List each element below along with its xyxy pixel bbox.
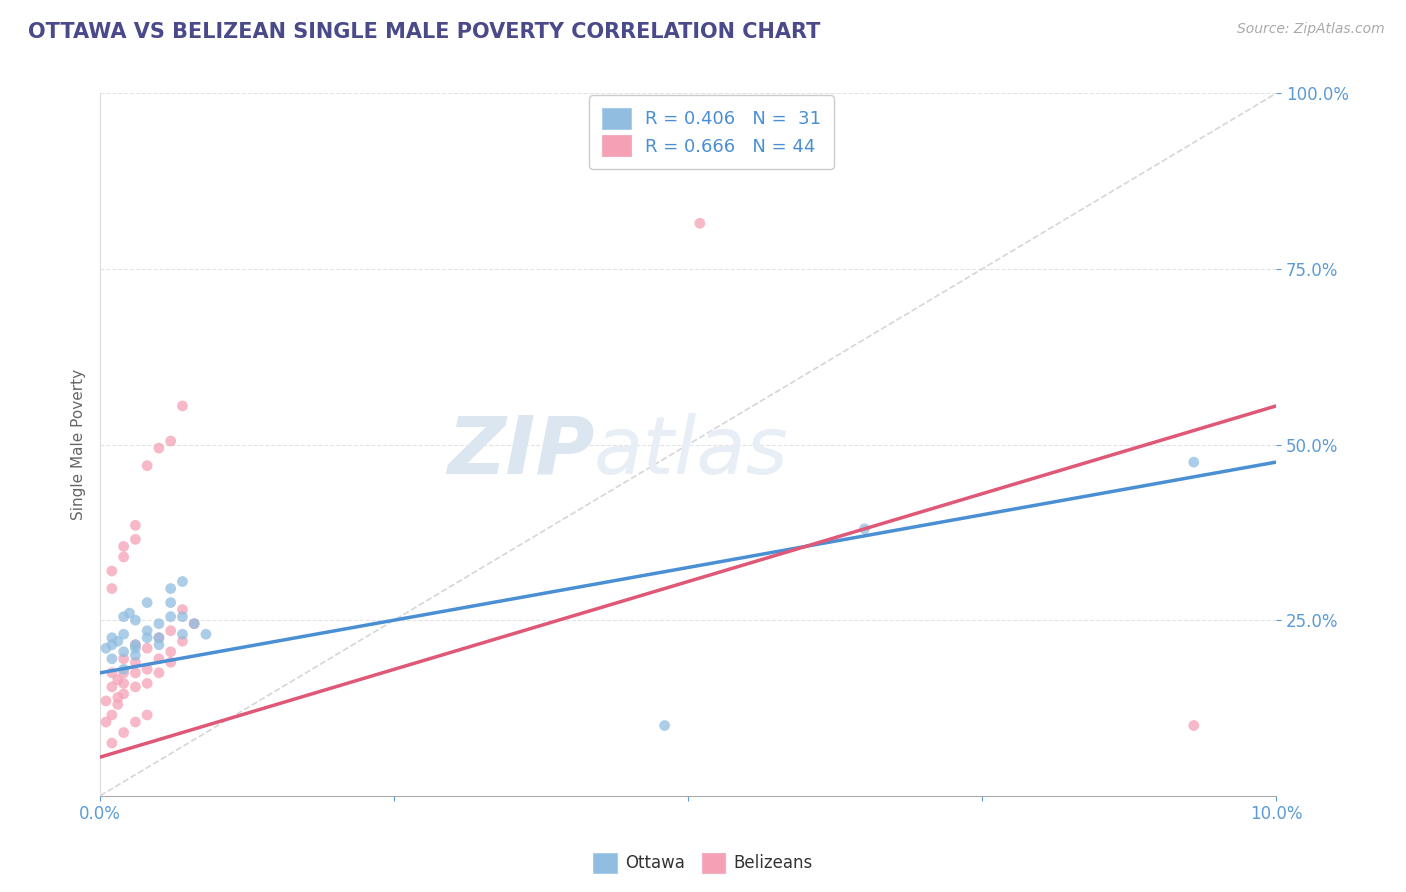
Point (148, 441, 170, 455)
Point (136, 662, 159, 676)
Point (124, 638, 146, 652)
Point (124, 518, 146, 533)
Point (183, 616, 205, 631)
Point (124, 665, 146, 680)
Text: OTTAWA VS BELIZEAN SINGLE MALE POVERTY CORRELATION CHART: OTTAWA VS BELIZEAN SINGLE MALE POVERTY C… (28, 22, 821, 42)
Point (112, 662, 135, 676)
Point (101, 652, 124, 666)
Point (94, 694, 117, 708)
Point (112, 540, 135, 554)
Point (148, 616, 170, 631)
Point (183, 616, 205, 631)
Point (101, 736, 124, 750)
Point (124, 638, 146, 652)
Point (172, 574, 194, 589)
Text: atlas: atlas (595, 413, 789, 491)
Point (101, 631, 124, 645)
Point (159, 624, 181, 638)
Point (124, 533, 146, 547)
Point (124, 714, 146, 729)
Point (172, 602, 194, 616)
Point (101, 665, 124, 680)
Point (148, 652, 170, 666)
Point (124, 613, 146, 627)
Text: ZIP: ZIP (447, 413, 595, 491)
Point (689, 216, 711, 230)
Point (853, 522, 876, 536)
Point (112, 549, 135, 564)
Point (172, 627, 194, 641)
Point (136, 641, 159, 656)
Point (112, 725, 135, 739)
Point (159, 434, 181, 448)
Point (136, 708, 159, 723)
Point (112, 645, 135, 659)
Point (101, 564, 124, 578)
Point (159, 655, 181, 669)
Point (124, 655, 146, 669)
Point (112, 609, 135, 624)
Point (172, 634, 194, 648)
Point (112, 687, 135, 701)
Point (124, 648, 146, 663)
Point (124, 680, 146, 694)
Point (159, 645, 181, 659)
Point (107, 690, 129, 705)
Point (94, 714, 117, 729)
Point (112, 627, 135, 641)
Point (118, 606, 141, 620)
Point (148, 638, 170, 652)
Point (194, 627, 217, 641)
Point (136, 624, 159, 638)
Point (112, 676, 135, 690)
Point (101, 680, 124, 694)
Point (101, 708, 124, 723)
Point (172, 609, 194, 624)
Point (136, 631, 159, 645)
Point (1182, 455, 1205, 469)
Y-axis label: Single Male Poverty: Single Male Poverty (72, 369, 86, 520)
Legend: R = 0.406   N =  31, R = 0.666   N = 44: R = 0.406 N = 31, R = 0.666 N = 44 (589, 95, 834, 169)
Point (159, 582, 181, 596)
Point (136, 458, 159, 473)
Point (107, 634, 129, 648)
Point (124, 641, 146, 656)
Point (94, 641, 117, 656)
Point (159, 596, 181, 610)
Legend: Ottawa, Belizeans: Ottawa, Belizeans (586, 847, 820, 880)
Point (136, 676, 159, 690)
Point (101, 638, 124, 652)
Point (112, 652, 135, 666)
Point (1182, 718, 1205, 732)
Text: Source: ZipAtlas.com: Source: ZipAtlas.com (1237, 22, 1385, 37)
Point (159, 609, 181, 624)
Point (654, 718, 676, 732)
Point (172, 399, 194, 413)
Point (107, 698, 129, 712)
Point (101, 582, 124, 596)
Point (148, 631, 170, 645)
Point (112, 665, 135, 680)
Point (148, 631, 170, 645)
Point (107, 673, 129, 687)
Point (148, 665, 170, 680)
Point (136, 596, 159, 610)
